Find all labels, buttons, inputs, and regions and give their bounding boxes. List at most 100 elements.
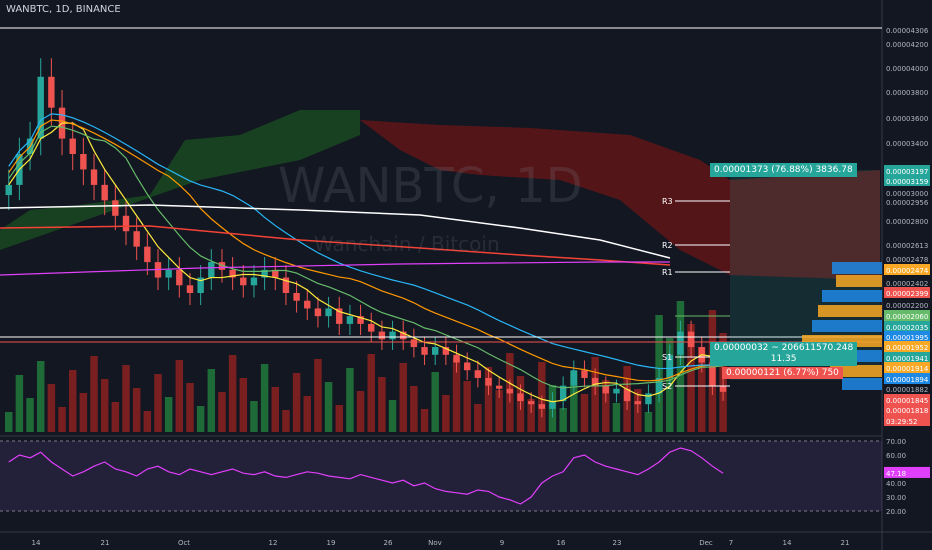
candle-body xyxy=(336,308,343,324)
volume-bar xyxy=(698,347,706,432)
rsi-tick: 60.00 xyxy=(886,452,906,460)
candle-body xyxy=(666,354,673,378)
price-tick: 0.00003400 xyxy=(886,140,928,148)
candle-body xyxy=(623,388,631,402)
candle-body xyxy=(133,231,140,247)
price-tick: 0.00002060 xyxy=(886,313,928,321)
volume-bar xyxy=(79,393,88,432)
volume-bar xyxy=(90,356,98,432)
candle-body xyxy=(261,269,268,278)
candle-body xyxy=(602,385,609,394)
pivot-label-r3: R3 xyxy=(662,197,673,206)
price-tick: 0.00003800 xyxy=(886,89,928,97)
cloud-green xyxy=(0,110,360,250)
volume-bar xyxy=(644,412,653,432)
volume-bar xyxy=(58,407,66,432)
price-tag-bg xyxy=(884,310,930,321)
candle-body xyxy=(346,316,354,324)
volume-bar xyxy=(100,379,109,432)
time-tick: 23 xyxy=(613,539,622,547)
price-tag-bg xyxy=(884,394,930,405)
time-tick: 19 xyxy=(327,539,336,547)
pivot-label-s1: S1 xyxy=(662,353,672,362)
volume-bar xyxy=(442,395,450,432)
price-tick: 0.00001845 xyxy=(886,397,928,405)
candle-body xyxy=(229,269,236,278)
volume-bar xyxy=(154,374,162,432)
cloud-red xyxy=(360,120,880,280)
candle-body xyxy=(165,269,172,278)
ma-line-white xyxy=(0,204,671,259)
volume-bar xyxy=(207,369,216,432)
time-tick: 16 xyxy=(557,539,566,547)
volume-bar xyxy=(218,392,226,432)
price-tick: 0.00002478 xyxy=(886,256,928,264)
price-tick: 0.00001914 xyxy=(886,365,929,373)
volume-bar xyxy=(687,324,695,432)
volume-profile-bar xyxy=(830,365,882,377)
measure-label-mid: 0.00000032 ~ 206611570.248 11.35 xyxy=(710,342,858,366)
candle-body xyxy=(677,331,684,355)
price-tag-bg xyxy=(884,331,930,342)
candle-body xyxy=(463,362,471,371)
volume-profile-bar xyxy=(818,305,882,317)
volume-profile-bar xyxy=(842,378,882,390)
price-tag-bg xyxy=(884,287,930,298)
candle-body xyxy=(325,308,332,317)
rsi-tick: 30.00 xyxy=(886,494,906,502)
ma-line-purple xyxy=(0,261,670,276)
candle-body xyxy=(634,401,641,405)
time-tick: 21 xyxy=(101,539,110,547)
volume-bar xyxy=(314,359,322,432)
candle-body xyxy=(581,370,588,378)
volume-bar xyxy=(484,367,493,432)
price-tag-bg xyxy=(884,415,930,426)
rsi-tick: 20.00 xyxy=(886,508,906,516)
price-tick: 0.00002956 xyxy=(886,199,929,207)
candle-body xyxy=(176,269,183,286)
volume-bar xyxy=(335,405,343,432)
rsi-value-tag: 47.18 xyxy=(886,470,906,478)
volume-bar xyxy=(378,377,386,432)
measure-label-top: 0.00001373 (76.88%) 3836.78 xyxy=(710,163,857,177)
volume-bar xyxy=(452,358,461,432)
candle-body xyxy=(495,385,503,389)
candle-body xyxy=(570,370,578,386)
volume-bar xyxy=(356,391,365,432)
price-tag-bg xyxy=(884,404,930,415)
price-tick: 0.00003197 xyxy=(886,168,928,176)
time-tick: 12 xyxy=(269,539,278,547)
price-tick: 0.00004306 xyxy=(886,27,929,35)
price-tag-bg xyxy=(884,175,930,186)
price-tick: 0.00003600 xyxy=(886,115,928,123)
ma-line-3 xyxy=(8,119,724,382)
volume-bar xyxy=(399,363,407,432)
time-tick: 14 xyxy=(783,539,792,547)
candle-body xyxy=(719,385,727,392)
price-tick: 0.00003000 xyxy=(886,190,928,198)
time-tick: Oct xyxy=(178,539,190,547)
volume-profile-bar xyxy=(836,275,882,287)
candle-body xyxy=(378,331,386,340)
candle-body xyxy=(90,169,98,185)
volume-bar xyxy=(196,406,205,432)
candle-body xyxy=(400,331,407,340)
time-tick: Nov xyxy=(428,539,442,547)
candle-body xyxy=(197,277,204,293)
volume-bar xyxy=(111,402,120,432)
candle-body xyxy=(37,76,44,139)
price-tag-bg xyxy=(884,362,930,373)
candle-body xyxy=(272,269,279,278)
candle-body xyxy=(709,362,716,386)
price-tick: 0.00001941 xyxy=(886,355,928,363)
candle-body xyxy=(368,323,375,332)
volume-bar xyxy=(527,399,535,432)
price-tag-bg xyxy=(884,352,930,363)
volume-bar xyxy=(132,388,141,432)
candle-body xyxy=(80,154,87,170)
time-tick: Dec xyxy=(699,539,713,547)
time-tick: 26 xyxy=(384,539,393,547)
price-tick: 0.00002800 xyxy=(886,218,928,226)
price-tick: 0.00002474 xyxy=(886,267,929,275)
